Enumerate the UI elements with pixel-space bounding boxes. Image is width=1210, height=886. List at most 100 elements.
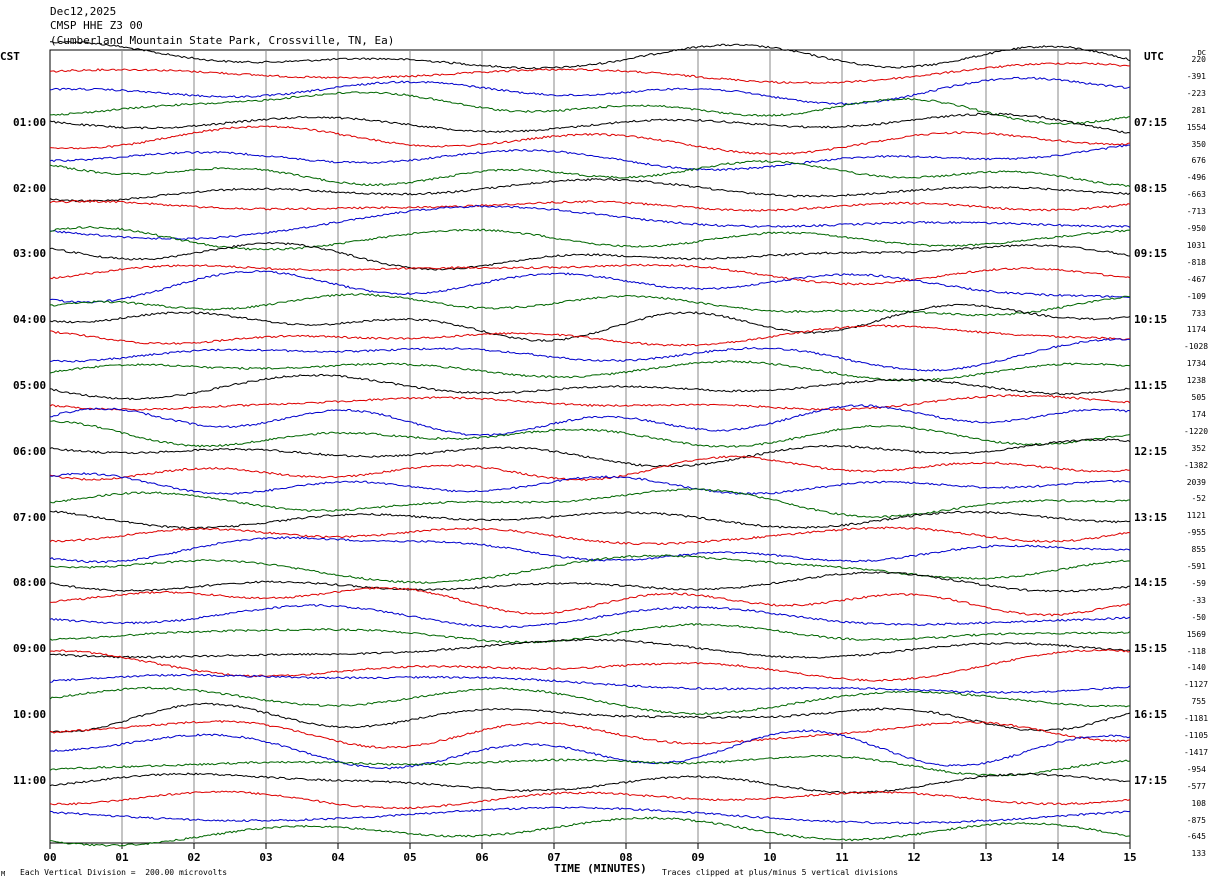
- x-tick-label: 07: [547, 851, 561, 864]
- dc-offset-label: -1181: [1184, 714, 1209, 724]
- dc-offset-label: -223: [1186, 88, 1206, 98]
- dc-offset-label: -118: [1186, 646, 1206, 656]
- right-time-label: 17:15: [1134, 773, 1168, 787]
- trace-line: [49, 62, 1130, 85]
- dc-offset-label: 1569: [1186, 629, 1206, 639]
- plot-frame: [49, 49, 1131, 844]
- trace-line: [49, 303, 1131, 343]
- trace-line: [49, 242, 1131, 271]
- left-time-label: 09:00: [13, 642, 47, 656]
- dc-offset-label: -1220: [1184, 426, 1209, 436]
- left-time-label: 10:00: [13, 708, 47, 721]
- right-time-label: 16:15: [1134, 708, 1168, 721]
- station-label: CMSP HHE Z3 00: [50, 19, 143, 32]
- dc-offset-label: 220: [1191, 55, 1206, 64]
- scale-note: Each Vertical Division = 200.00 microvol…: [20, 868, 228, 877]
- x-tick-label: 15: [1123, 851, 1137, 864]
- right-time-label: 15:15: [1134, 642, 1168, 656]
- trace-line: [49, 586, 1131, 617]
- location-label: (Cumberland Mountain State Park, Crossvi…: [50, 34, 395, 47]
- dc-offset-label: -1382: [1184, 460, 1209, 470]
- trace-line: [50, 404, 1131, 437]
- dc-offset-label: 505: [1191, 393, 1206, 402]
- x-tick-label: 08: [619, 851, 633, 864]
- trace-line: [49, 806, 1131, 825]
- x-tick-label: 13: [979, 851, 993, 864]
- dc-offset-label: 1734: [1186, 359, 1206, 369]
- left-time-label: 01:00: [13, 115, 47, 129]
- trace-line: [49, 178, 1131, 203]
- x-tick-label: 04: [331, 851, 345, 864]
- trace-line: [49, 420, 1131, 448]
- trace-line: [49, 623, 1131, 644]
- x-tick-label: 05: [403, 851, 417, 864]
- dc-offset-label: -140: [1186, 663, 1206, 673]
- x-tick-label: 09: [691, 851, 705, 864]
- dc-offset-label: 1554: [1186, 122, 1206, 132]
- dc-offset-label: -391: [1186, 71, 1206, 81]
- trace-line: [49, 125, 1131, 155]
- dc-offset-label: 1121: [1186, 511, 1206, 521]
- dc-offset-label: -950: [1186, 224, 1206, 233]
- dc-offset-label: -1105: [1184, 731, 1209, 740]
- dc-offset-label: 855: [1191, 545, 1206, 555]
- dc-offset-label: -713: [1186, 207, 1206, 217]
- x-tick-label: 10: [763, 851, 777, 864]
- trace-line: [49, 554, 1131, 584]
- trace-line: [49, 816, 1131, 847]
- dc-offset-label: 133: [1191, 849, 1206, 859]
- trace-line: [49, 488, 1130, 519]
- x-tick-label: 00: [43, 851, 57, 864]
- dc-offset-label: 1031: [1186, 240, 1206, 250]
- dc-offset-label: -467: [1186, 274, 1206, 284]
- x-axis-title: TIME (MINUTES): [554, 862, 647, 875]
- trace-line: [49, 293, 1131, 317]
- dc-header: DC: [1197, 49, 1206, 57]
- left-time-label: 06:00: [13, 444, 47, 458]
- trace-line: [49, 526, 1131, 546]
- dc-offset-label: -954: [1186, 764, 1206, 774]
- dc-offset-label: -1127: [1184, 680, 1209, 690]
- dc-offset-label: -109: [1186, 291, 1206, 301]
- trace-line: [49, 337, 1131, 372]
- dc-offset-label: -33: [1191, 595, 1206, 605]
- right-time-label: 08:15: [1134, 181, 1168, 195]
- dc-offset-label: -52: [1191, 494, 1206, 504]
- trace-line: [49, 472, 1131, 496]
- left-time-label: 05:00: [13, 379, 47, 392]
- right-timezone-label: UTC: [1144, 50, 1164, 63]
- trace-line: [49, 360, 1131, 382]
- trace-line: [49, 603, 1131, 629]
- trace-line: [49, 438, 1131, 468]
- right-time-label: 12:15: [1134, 444, 1168, 458]
- left-time-label: 04:00: [13, 313, 47, 327]
- date-label: Dec12,2025: [50, 5, 117, 18]
- trace-line: [49, 455, 1131, 482]
- dc-offset-label: 1238: [1186, 376, 1206, 386]
- dc-offset-label: 755: [1191, 697, 1206, 707]
- x-tick-label: 14: [1051, 851, 1065, 864]
- right-time-label: 10:15: [1134, 313, 1168, 327]
- x-tick-label: 11: [835, 851, 849, 864]
- dc-offset-label: -496: [1186, 173, 1206, 183]
- trace-line: [49, 720, 1130, 749]
- corner-mark: M: [1, 870, 6, 878]
- right-time-label: 11:15: [1134, 379, 1168, 392]
- x-tick-label: 03: [259, 851, 273, 864]
- right-time-label: 13:15: [1134, 510, 1168, 524]
- trace-line: [49, 673, 1131, 694]
- trace-line: [49, 199, 1131, 212]
- right-time-label: 14:15: [1134, 576, 1168, 590]
- trace-line: [49, 270, 1131, 304]
- trace-line: [49, 40, 1131, 70]
- dc-offset-label: -818: [1186, 257, 1206, 267]
- dc-offset-label: -577: [1186, 781, 1206, 791]
- trace-line: [49, 702, 1131, 733]
- x-tick-label: 02: [187, 851, 201, 864]
- trace-line: [49, 373, 1130, 401]
- dc-offset-label: -591: [1186, 562, 1206, 571]
- dc-offset-label: -59: [1191, 578, 1206, 588]
- dc-offset-label: 733: [1191, 308, 1206, 318]
- trace-line: [49, 510, 1131, 530]
